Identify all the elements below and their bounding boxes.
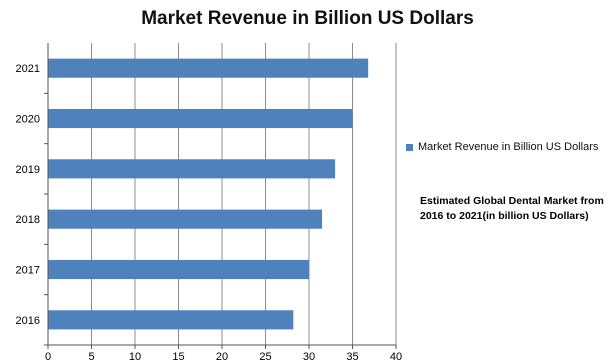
x-tick-label-30: 30 [303,351,315,360]
legend: Market Revenue in Billion US Dollars [406,141,598,153]
tick-labels: 2016 2017 2018 2019 2020 2021 0 5 10 15 20 25 30 35 40 [16,63,403,360]
x-tick-label-15: 15 [172,351,184,360]
x-tick-label-35: 35 [346,351,358,360]
axes [44,43,397,349]
x-tick-label-0: 0 [45,351,51,360]
x-tick-label-5: 5 [88,351,94,360]
x-tick-label-25: 25 [259,351,271,360]
y-tick-label-2020: 2020 [16,114,40,126]
y-tick-label-2021: 2021 [16,63,40,75]
chart-title: Market Revenue in Billion US Dollars [141,8,474,29]
x-tick-label-10: 10 [129,351,141,360]
bar-2018 [48,209,323,229]
chart-annotation: Estimated Global Dental Market from 2016… [420,195,604,222]
bar-2017 [48,259,309,280]
grid-lines [47,43,397,345]
bar-2016 [48,310,294,330]
bar-2020 [48,108,353,129]
x-tick-label-20: 20 [216,351,228,360]
bar-2019 [48,159,336,179]
y-tick-label-2017: 2017 [16,265,40,277]
y-tick-label-2018: 2018 [16,214,40,226]
x-tick-label-40: 40 [390,351,402,360]
y-tick-label-2019: 2019 [16,164,40,176]
legend-swatch [406,143,413,151]
bars [48,58,369,330]
bar-2021 [48,58,369,78]
y-tick-label-2016: 2016 [16,315,40,327]
legend-label: Market Revenue in Billion US Dollars [418,141,599,153]
